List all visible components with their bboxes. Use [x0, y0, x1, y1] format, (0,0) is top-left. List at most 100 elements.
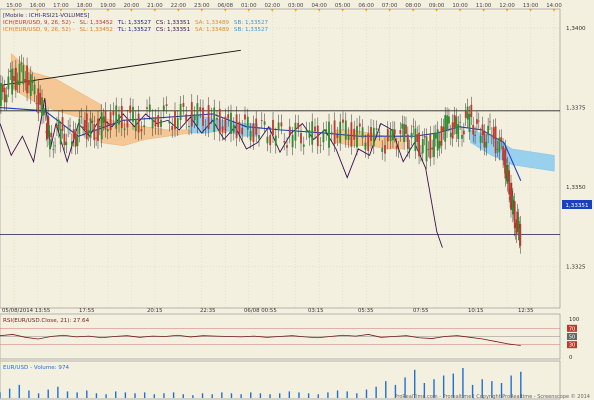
top-time-label: 22:00 [171, 3, 187, 9]
volume-bars [0, 368, 522, 398]
candle-body [429, 134, 432, 159]
candle-body [472, 124, 475, 135]
candle-body [260, 120, 263, 121]
candle-body [416, 134, 419, 142]
time-marker [411, 9, 415, 12]
candle-body [519, 224, 522, 246]
ichimoku-legend-1: ICH(EUR/USD, 9, 26, 52) - SL: 1,33452 TL… [3, 20, 269, 26]
volume-bar [471, 384, 474, 398]
candle-body [408, 147, 411, 151]
legend-prefix: ICH(EUR/USD, 9, 26, 52) - [3, 27, 75, 33]
candle-body [474, 134, 476, 136]
candle-body [146, 107, 148, 109]
volume-bar [115, 391, 117, 398]
volume-bar [452, 373, 454, 398]
candle-body [252, 123, 255, 142]
horizontal-levels [0, 49, 560, 235]
candle-body [496, 148, 499, 150]
top-time-label: 23:00 [194, 3, 210, 9]
candle-body [16, 80, 19, 85]
candle-body [84, 119, 86, 130]
volume-bar [28, 390, 30, 398]
volume-bar [47, 389, 49, 398]
candle-body [11, 69, 14, 95]
candle-body [78, 118, 81, 135]
candle-body [238, 121, 241, 134]
candle-body [438, 141, 441, 149]
candle-body [41, 97, 43, 117]
candle-body [512, 207, 515, 213]
candle-body [118, 114, 120, 125]
candle-body [466, 106, 469, 120]
volume-bar [433, 379, 435, 398]
candle-body [72, 129, 75, 139]
candle-body [100, 112, 103, 140]
candle-body [174, 110, 176, 130]
candle-body [322, 130, 325, 143]
time-marker [364, 9, 368, 12]
price-axis: 1,3400 1,3375 1,3350 1,3325 [566, 26, 586, 271]
candle-body [286, 145, 288, 148]
candle-body [477, 120, 480, 122]
time-marker [388, 9, 392, 12]
candle-body [120, 105, 123, 129]
bottom-time-label: 10:15 [468, 308, 484, 314]
candles [0, 54, 522, 254]
candle-body [353, 128, 356, 140]
candle-body [193, 114, 196, 121]
time-marker [435, 9, 439, 12]
candle-body [74, 130, 77, 147]
candle-body [168, 121, 171, 124]
candle-body [350, 122, 353, 147]
candle-body [502, 146, 504, 161]
candle-body [503, 157, 506, 166]
rsi-level-label: 50 [569, 335, 575, 341]
candle-body [87, 130, 90, 134]
legend-tl: TL: 1,33527 [117, 27, 152, 33]
candle-body [395, 146, 398, 149]
candle-body [274, 135, 277, 146]
bottom-time-label: 06/08 00:55 [244, 308, 277, 314]
candle-body [56, 124, 58, 129]
time-marker [317, 9, 321, 12]
candle-body [459, 121, 462, 123]
time-marker [529, 9, 533, 12]
chart-settings-title[interactable]: [Mobile : ICHI-RSI21-VOLUMES] [3, 13, 89, 19]
candle-body [235, 114, 238, 139]
candle-body [244, 114, 246, 120]
candle-body [405, 124, 407, 134]
candle-body [5, 94, 8, 103]
candle-body [45, 131, 48, 133]
candle-body [339, 121, 342, 143]
candle-body [190, 101, 193, 127]
candle-body [513, 201, 516, 229]
top-time-label: 20:00 [124, 3, 140, 9]
candle-body [367, 133, 370, 151]
top-time-label: 03:00 [288, 3, 304, 9]
trendline [0, 49, 241, 86]
candle-body [498, 137, 501, 153]
candle-body [95, 137, 98, 139]
candle-body [49, 139, 51, 150]
candle-body [59, 129, 62, 145]
candle-body [85, 113, 88, 140]
legend-cs: CS: 1,33351 [156, 27, 191, 33]
candle-body [470, 104, 473, 117]
watermark: ProRealTime.com - Prorealtime | Copyrigh… [394, 393, 590, 400]
candle-body [37, 88, 40, 114]
time-marker [341, 9, 345, 12]
legend-tl: TL: 1,33527 [117, 20, 152, 26]
candle-body [277, 122, 280, 131]
candle-body [89, 118, 92, 139]
candle-body [39, 92, 42, 105]
candle-body [294, 122, 297, 141]
candle-body [511, 195, 514, 215]
candle-body [13, 76, 15, 82]
candle-body [140, 129, 143, 132]
volume-bar [211, 394, 213, 398]
price-tick-label: 1,3350 [566, 185, 586, 191]
time-marker [505, 9, 509, 12]
candle-body [185, 114, 188, 122]
bottom-time-label: 07:55 [413, 308, 429, 314]
candle-body [403, 124, 406, 143]
